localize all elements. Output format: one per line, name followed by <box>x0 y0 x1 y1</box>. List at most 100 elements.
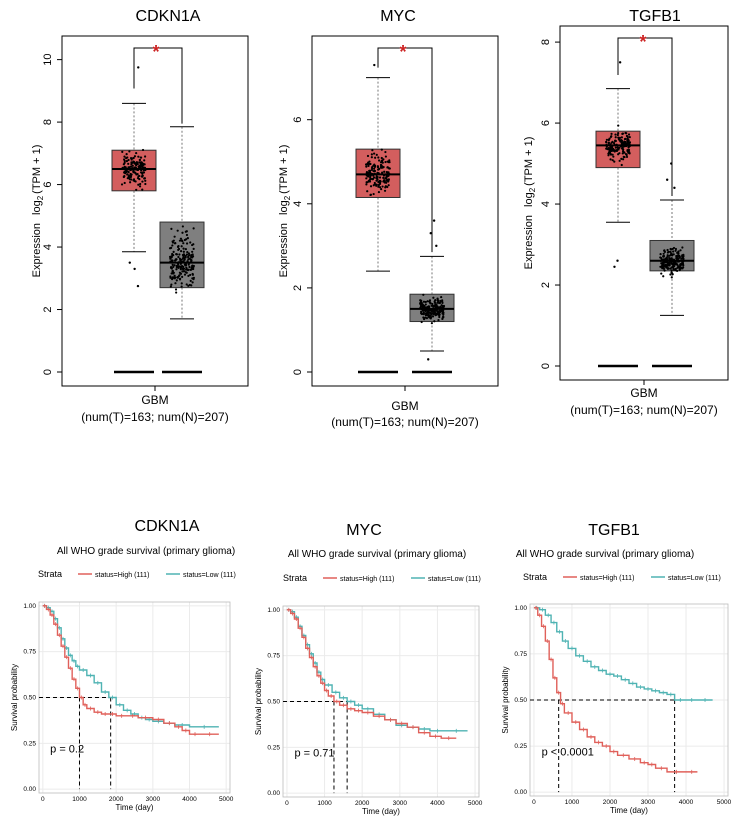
tumor-point <box>377 190 381 194</box>
normal-point <box>191 250 194 253</box>
legend-label-low: status=Low (111) <box>428 576 481 583</box>
tumor-point <box>380 188 383 191</box>
normal-point <box>662 275 665 278</box>
normal-point <box>433 308 436 311</box>
normal-point <box>675 269 679 273</box>
tumor-point <box>388 172 391 176</box>
tumor-point <box>622 155 625 158</box>
tumor-point <box>610 145 614 148</box>
normal-point <box>672 268 676 271</box>
censor-mark-high <box>286 607 291 612</box>
normal-point <box>174 241 177 245</box>
significance-star: * <box>152 42 159 62</box>
tumor-point <box>372 184 375 187</box>
normal-point <box>178 271 182 274</box>
tumor-point <box>377 168 380 171</box>
normal-point <box>439 305 442 308</box>
censor-mark-low <box>703 698 708 702</box>
normal-point <box>674 260 677 263</box>
tumor-point <box>135 151 138 155</box>
censor-mark-low <box>551 620 556 625</box>
tumor-point <box>144 182 147 186</box>
tumor-point <box>388 167 391 170</box>
tumor-point <box>120 183 124 186</box>
tumor-point <box>618 136 622 139</box>
series-line-high <box>42 605 219 735</box>
normal-point <box>185 253 189 256</box>
normal-point <box>423 308 426 312</box>
normal-point <box>178 253 181 256</box>
y-tick-label: 0.25 <box>23 740 36 747</box>
tumor-point <box>380 156 383 160</box>
normal-point <box>422 293 425 296</box>
tumor-point <box>370 153 373 156</box>
legend-label-high: status=High (111) <box>95 572 149 579</box>
tumor-point <box>388 159 391 162</box>
censor-mark-low <box>75 664 80 669</box>
legend-label-high: status=High (111) <box>580 575 634 582</box>
censor-mark-high <box>329 693 334 698</box>
legend-label-high: status=High (111) <box>340 576 394 583</box>
tumor-point <box>382 174 386 177</box>
normal-point <box>424 303 427 306</box>
tumor-point <box>614 136 617 139</box>
normal-point <box>192 267 195 271</box>
tumor-point <box>616 146 619 149</box>
censor-mark-high <box>320 681 325 686</box>
x-tick-label: 2000 <box>603 799 618 806</box>
chart-subtitle: All WHO grade survival (primary glioma) <box>288 549 466 560</box>
normal-point <box>187 268 190 271</box>
tumor-point <box>123 181 126 185</box>
tumor-outlier <box>373 63 376 67</box>
y-label-rest: (TPM + 1) <box>523 137 535 186</box>
tumor-outlier <box>616 259 619 262</box>
normal-point <box>677 254 681 257</box>
tumor-point <box>377 185 380 188</box>
tumor-point <box>384 150 387 154</box>
tumor-point <box>386 175 389 178</box>
censor-mark-low <box>668 692 673 697</box>
tumor-outlier <box>136 284 140 288</box>
normal-point <box>439 299 442 303</box>
normal-point <box>669 260 672 263</box>
censor-mark-high <box>301 635 306 640</box>
tumor-point <box>382 176 385 179</box>
normal-point <box>175 268 178 271</box>
normal-point <box>181 270 184 273</box>
tumor-point <box>620 141 623 144</box>
normal-point <box>184 264 187 267</box>
tumor-outlier <box>128 261 131 264</box>
tumor-point <box>365 165 368 168</box>
y-tick-label: 0 <box>540 363 552 369</box>
normal-point <box>185 283 188 286</box>
significance-star: * <box>639 32 646 52</box>
x-axis-sublabel: (num(T)=163; num(N)=207) <box>331 415 478 429</box>
censor-mark-high <box>313 664 318 669</box>
normal-point <box>180 282 183 285</box>
tumor-point <box>369 176 372 179</box>
tumor-point <box>136 168 139 172</box>
censor-mark-low <box>341 695 346 700</box>
censor-mark-low <box>638 685 643 690</box>
normal-point <box>666 251 669 254</box>
normal-point <box>192 227 195 230</box>
x-tick-label: 3000 <box>393 800 408 807</box>
censor-mark-high <box>588 734 593 739</box>
censor-mark-high <box>537 613 542 618</box>
tumor-point <box>612 141 616 145</box>
tumor-point <box>121 150 124 153</box>
normal-point <box>169 285 172 288</box>
tumor-point <box>378 186 382 189</box>
normal-point <box>668 262 671 265</box>
normal-point <box>191 265 194 268</box>
normal-point <box>169 275 172 278</box>
censor-mark-high <box>581 727 586 732</box>
y-axis-label: Survival probability <box>10 664 19 731</box>
censor-mark-low <box>88 673 93 678</box>
tumor-point <box>367 164 370 167</box>
censor-mark-high <box>533 605 538 610</box>
normal-point <box>177 248 180 251</box>
normal-point <box>182 247 185 250</box>
censor-mark-high <box>545 639 550 644</box>
tumor-point <box>374 156 377 159</box>
